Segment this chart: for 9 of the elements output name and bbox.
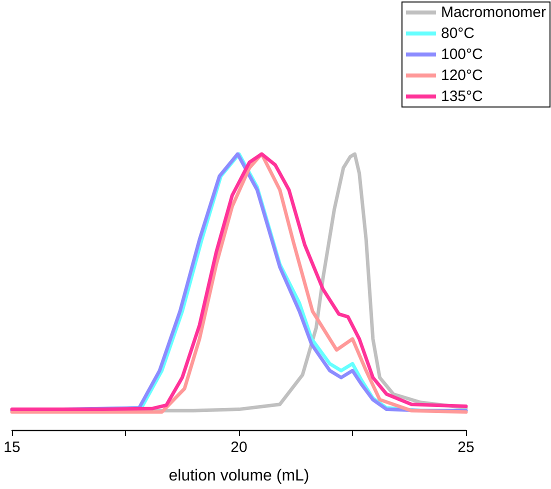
x-tick-label: 15 — [4, 439, 20, 456]
legend-label: 100°C — [440, 46, 483, 63]
legend-label: 80°C — [440, 25, 475, 42]
x-tick-label: 25 — [458, 439, 474, 456]
x-tick-label: 20 — [230, 439, 248, 456]
legend-label: Macromonomer — [440, 4, 546, 21]
legend-label: 135°C — [440, 88, 483, 105]
x-axis-title: elution volume (mL) — [168, 468, 310, 484]
legend-label: 120°C — [440, 67, 483, 84]
